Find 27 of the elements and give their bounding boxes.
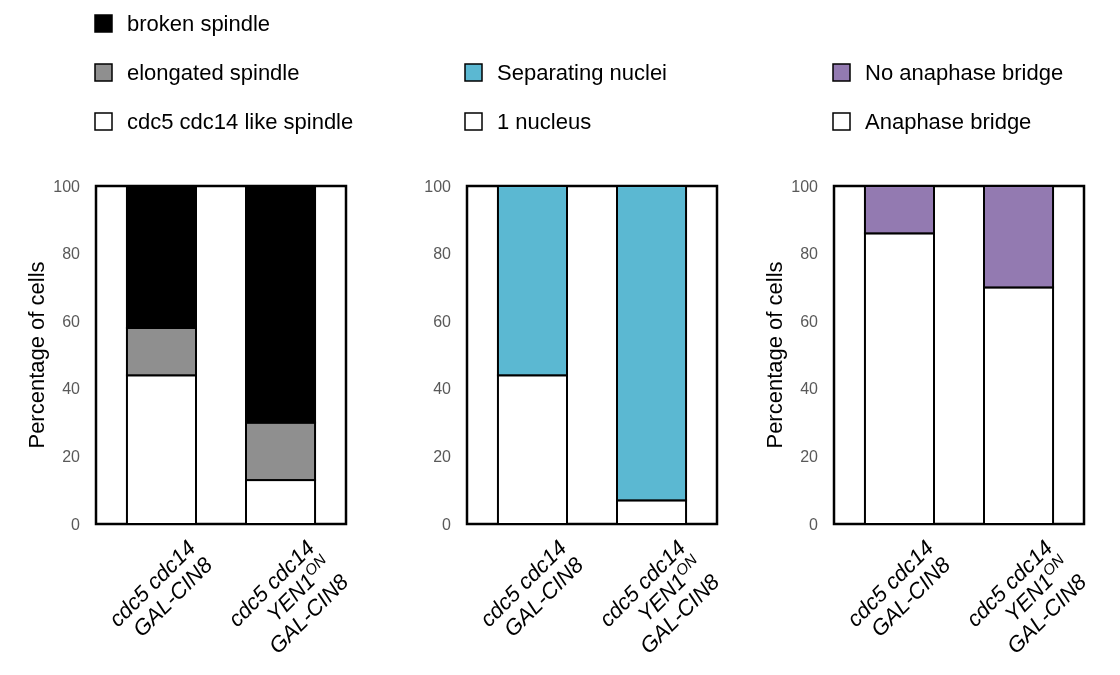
- y-tick-label: 0: [442, 515, 452, 533]
- y-tick-label: 20: [800, 448, 819, 465]
- y-tick-label: 100: [424, 177, 452, 195]
- legend-label: Anaphase bridge: [865, 109, 1032, 134]
- legend-label: elongated spindle: [127, 60, 300, 85]
- y-tick-label: 60: [62, 312, 81, 330]
- y-tick-label: 100: [53, 177, 81, 195]
- legend-label: broken spindle: [127, 11, 271, 36]
- y-tick-label: 60: [800, 312, 819, 330]
- y-tick-label: 20: [433, 448, 452, 465]
- y-tick-label: 80: [800, 245, 819, 263]
- y-tick-label: 20: [62, 448, 81, 465]
- y-tick-label: 40: [800, 380, 819, 398]
- y-tick-label: 100: [791, 177, 819, 195]
- y-tick-label: 0: [71, 515, 81, 533]
- y-tick-label: 60: [433, 312, 452, 330]
- y-axis-title: Percentage of cells: [24, 261, 49, 449]
- legend-label: Separating nuclei: [497, 60, 668, 85]
- y-tick-label: 40: [62, 380, 81, 398]
- legend-label: 1 nucleus: [497, 109, 592, 134]
- y-axis-title: Percentage of cells: [762, 261, 787, 449]
- legend-label: No anaphase bridge: [865, 60, 1064, 85]
- y-tick-label: 80: [433, 245, 452, 263]
- legend-label: cdc5 cdc14 like spindle: [127, 109, 354, 134]
- y-tick-label: 40: [433, 380, 452, 398]
- y-tick-label: 0: [809, 515, 819, 533]
- y-tick-label: 80: [62, 245, 81, 263]
